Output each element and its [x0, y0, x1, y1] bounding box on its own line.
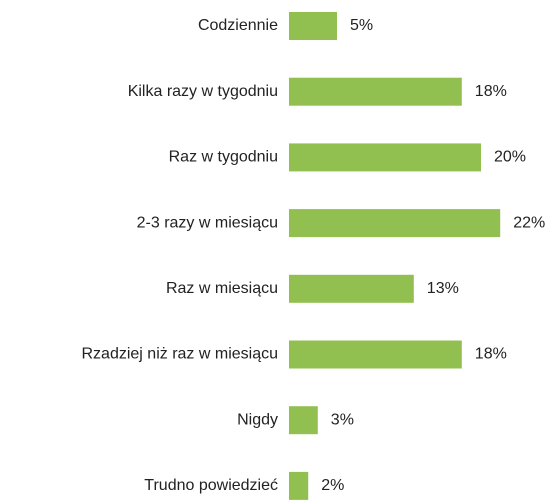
bar	[289, 77, 462, 106]
bar	[289, 340, 462, 369]
category-label: Trudno powiedzieć	[144, 477, 278, 494]
bar	[289, 406, 318, 435]
category-label: Kilka razy w tygodniu	[128, 83, 278, 100]
category-label: Nigdy	[237, 411, 278, 428]
value-label: 20%	[494, 149, 526, 166]
value-label: 2%	[321, 477, 344, 494]
bar	[289, 209, 501, 238]
bar	[289, 471, 309, 500]
category-label: 2-3 razy w miesiącu	[137, 214, 278, 231]
category-label: Raz w tygodniu	[169, 149, 278, 166]
bar	[289, 143, 481, 172]
bar	[289, 274, 414, 303]
bar	[289, 12, 337, 40]
category-label: Raz w miesiącu	[166, 280, 278, 297]
category-label: Rzadziej niż raz w miesiącu	[81, 346, 278, 363]
value-label: 5%	[350, 17, 373, 34]
category-label: Codziennie	[198, 17, 278, 34]
value-label: 22%	[513, 214, 545, 231]
value-label: 18%	[475, 83, 507, 100]
value-label: 13%	[427, 280, 459, 297]
value-label: 3%	[331, 411, 354, 428]
value-label: 18%	[475, 346, 507, 363]
